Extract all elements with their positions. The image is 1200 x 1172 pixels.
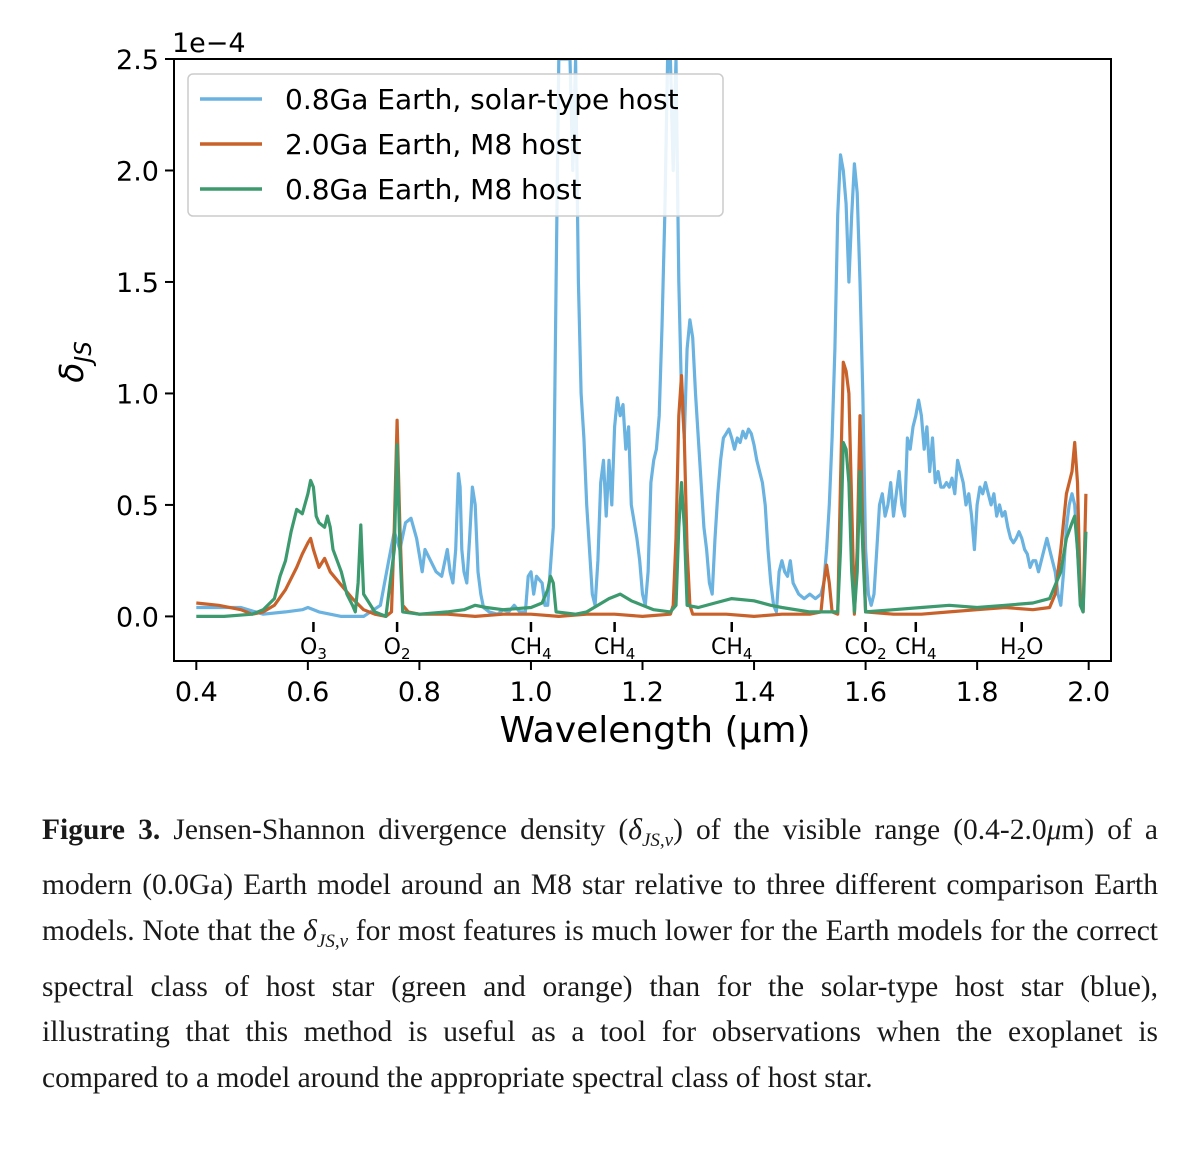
caption-part-4: for most features is much lower for the … (42, 915, 1158, 1094)
x-tick-label: 1.8 (956, 677, 999, 708)
annotation-label: CH4 (594, 635, 635, 663)
annotation-label: CO2 (844, 635, 886, 663)
y-tick-label: 0.5 (116, 491, 159, 522)
annotation-label: CH4 (895, 635, 936, 663)
figure-caption: Figure 3. Jensen-Shannon divergence dens… (42, 808, 1158, 1101)
y-tick-label: 2.0 (116, 156, 159, 187)
caption-symbol-repeat-main: δ (303, 915, 317, 948)
caption-mu: μ (1046, 814, 1062, 846)
y-axis: 0.0 0.5 1.0 1.5 2.0 2.5 (116, 45, 174, 633)
legend: 0.8Ga Earth, solar-type host 2.0Ga Earth,… (187, 73, 724, 217)
molecule-annotations: O3 O2 CH4 CH4 CH4 CO2 CH4 H2O (300, 622, 1043, 663)
caption-part-3: m) of a modern (0.0Ga) Earth model aroun… (42, 814, 1159, 948)
legend-label: 0.8Ga Earth, solar-type host (285, 83, 679, 116)
caption-symbol-sub: JS,ν (641, 829, 674, 851)
offset-text: 1e−4 (172, 28, 246, 59)
y-tick-label: 2.5 (116, 45, 159, 76)
caption-label: Figure 3. (42, 814, 161, 846)
x-tick-label: 1.0 (509, 677, 552, 708)
caption-part-2: ) of the visible range (0.4-2.0 (673, 814, 1047, 846)
caption-symbol-repeat: δJS,ν (303, 915, 348, 952)
x-tick-label: 2.0 (1067, 677, 1110, 708)
y-tick-label: 0.0 (116, 602, 159, 633)
series-line-1 (196, 59, 1085, 618)
x-tick-label: 0.6 (286, 677, 329, 708)
x-tick-label: 1.4 (733, 677, 776, 708)
y-tick-label: 1.0 (116, 379, 159, 410)
caption-symbol: δJS,ν (628, 814, 673, 851)
annotation-label: CH4 (510, 635, 551, 663)
legend-label: 2.0Ga Earth, M8 host (285, 128, 582, 161)
annotation-label: H2O (1000, 635, 1043, 663)
caption-symbol-main: δ (628, 814, 642, 846)
x-tick-label: 0.4 (175, 677, 218, 708)
series-line-2 (196, 360, 1088, 618)
annotation-label: CH4 (711, 635, 752, 663)
legend-label: 0.8Ga Earth, M8 host (285, 173, 582, 206)
series-layer (196, 59, 1088, 618)
legend-box (187, 73, 724, 217)
y-axis-label: δJS (52, 341, 97, 383)
series-line-3 (196, 440, 1088, 618)
y-axis-label-main: δ (52, 363, 91, 383)
spectrum-chart: 0.4 0.6 0.8 1.0 1.2 1.4 1.6 1.8 2.0 0.0 0.5 1.0 1.5… (52, 28, 1112, 751)
caption-symbol-repeat-sub: JS,ν (316, 930, 349, 952)
x-tick-label: 1.6 (844, 677, 887, 708)
y-tick-label: 1.5 (116, 268, 159, 299)
caption-part-1: Jensen-Shannon divergence density ( (173, 814, 629, 846)
y-axis-label-sub: JS (71, 341, 97, 366)
annotation-label: O3 (300, 635, 327, 663)
x-tick-label: 0.8 (398, 677, 441, 708)
x-axis-label: Wavelength (μm) (499, 710, 810, 751)
x-tick-label: 1.2 (621, 677, 664, 708)
x-axis: 0.4 0.6 0.8 1.0 1.2 1.4 1.6 1.8 2.0 (175, 661, 1110, 708)
annotation-label: O2 (384, 635, 411, 663)
